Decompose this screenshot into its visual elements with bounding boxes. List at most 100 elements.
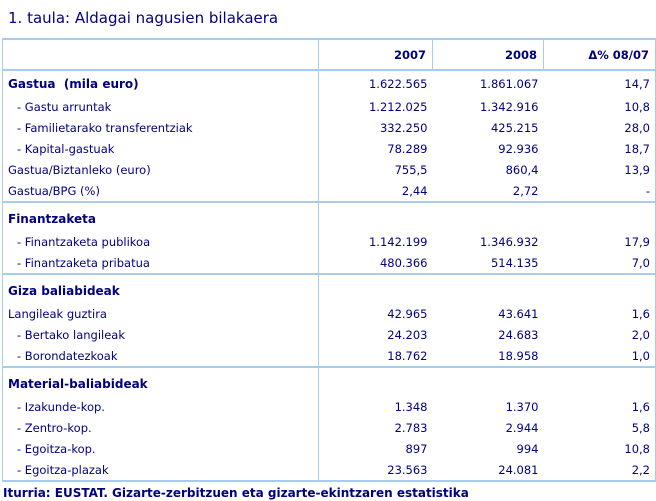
table-row: - Finantzaketa publikoa 1.142.199 1.346.… bbox=[2, 231, 656, 252]
table-row: - Izakunde-kop. 1.348 1.370 1,6 bbox=[2, 396, 656, 417]
cell-2007: 24.203 bbox=[387, 327, 428, 342]
cell-2007: 897 bbox=[405, 441, 428, 456]
cell-2008: 425.215 bbox=[490, 120, 539, 135]
cell-delta: 7,0 bbox=[631, 255, 650, 270]
table-row: - Borondatezkoak 18.762 18.958 1,0 bbox=[2, 345, 656, 367]
cell-2007: 2.783 bbox=[394, 420, 428, 435]
cell-2007: 1.622.565 bbox=[368, 77, 428, 91]
cell-delta: 1,6 bbox=[631, 306, 650, 321]
table-row: - Egoitza-plazak 23.563 24.081 2,2 bbox=[2, 459, 656, 481]
cell-delta: 13,9 bbox=[624, 162, 650, 177]
cell-delta bbox=[543, 273, 656, 303]
row-label: Langileak guztira bbox=[2, 303, 319, 324]
row-label: - Egoitza-kop. bbox=[2, 438, 319, 459]
header-empty-cell bbox=[2, 39, 319, 71]
cell-2007: 1.212.025 bbox=[368, 99, 428, 114]
row-label: - Finantzaketa publikoa bbox=[2, 231, 319, 252]
section-header-row: Giza baliabideak bbox=[2, 273, 656, 303]
row-label: - Egoitza-plazak bbox=[2, 459, 319, 481]
table-header-row: 2007 2008 Δ% 08/07 bbox=[2, 39, 656, 71]
row-label: - Kapital-gastuak bbox=[2, 138, 319, 159]
cell-delta: 2,0 bbox=[631, 327, 650, 342]
row-label: - Zentro-kop. bbox=[2, 417, 319, 438]
table-row: Gastua/Biztanleko (euro) 755,5 860,4 13,… bbox=[2, 159, 656, 180]
cell-2008: 2,72 bbox=[512, 183, 539, 198]
table-body: Gastua (mila euro) 1.622.565 1.861.067 1… bbox=[2, 70, 656, 481]
row-label: - Borondatezkoak bbox=[2, 345, 319, 367]
cell-2008: 92.936 bbox=[498, 141, 539, 156]
row-label: - Finantzaketa pribatua bbox=[2, 252, 319, 274]
section-title: Material-baliabideak bbox=[2, 366, 319, 396]
cell-2007: 42.965 bbox=[387, 306, 428, 321]
cell-2007 bbox=[318, 201, 433, 231]
cell-2008: 1.861.067 bbox=[479, 77, 539, 91]
cell-delta bbox=[543, 366, 656, 396]
cell-2007: 2,44 bbox=[401, 183, 428, 198]
cell-2007 bbox=[318, 273, 433, 303]
table-row: Gastua/BPG (%) 2,44 2,72 - bbox=[2, 180, 656, 202]
cell-2008: 43.641 bbox=[498, 306, 539, 321]
cell-2007: 18.762 bbox=[387, 348, 428, 363]
cell-2007: 480.366 bbox=[379, 255, 428, 270]
table-row: - Finantzaketa pribatua 480.366 514.135 … bbox=[2, 252, 656, 274]
header-year-2008: 2008 bbox=[432, 39, 544, 71]
cell-delta: 5,8 bbox=[631, 420, 650, 435]
cell-delta: 10,8 bbox=[624, 99, 650, 114]
table-row: - Familietarako transferentziak 332.250 … bbox=[2, 117, 656, 138]
table-row: - Bertako langileak 24.203 24.683 2,0 bbox=[2, 324, 656, 345]
cell-2007: 1.142.199 bbox=[368, 234, 428, 249]
cell-2007: 755,5 bbox=[394, 162, 428, 177]
header-delta-pct: Δ% 08/07 bbox=[543, 39, 656, 71]
cell-2007: 23.563 bbox=[387, 462, 428, 477]
cell-2008: 24.683 bbox=[498, 327, 539, 342]
cell-2008: 860,4 bbox=[505, 162, 539, 177]
row-label: Gastua/Biztanleko (euro) bbox=[2, 159, 319, 180]
cell-2007: 78.289 bbox=[387, 141, 428, 156]
cell-delta bbox=[543, 201, 656, 231]
row-label: Gastua (mila euro) bbox=[2, 70, 319, 96]
cell-2008: 24.081 bbox=[498, 462, 539, 477]
source-note: Iturria: EUSTAT. Gizarte-zerbitzuen eta … bbox=[3, 486, 469, 500]
row-label: - Gastu arruntak bbox=[2, 96, 319, 117]
section-title: Giza baliabideak bbox=[2, 273, 319, 303]
row-label: Gastua/BPG (%) bbox=[2, 180, 319, 202]
table-row: - Egoitza-kop. 897 994 10,8 bbox=[2, 438, 656, 459]
cell-2008: 1.342.916 bbox=[479, 99, 539, 114]
section-header-row: Material-baliabideak bbox=[2, 366, 656, 396]
statistics-table: 2007 2008 Δ% 08/07 Gastua (mila euro) 1.… bbox=[2, 38, 656, 482]
row-label: - Izakunde-kop. bbox=[2, 396, 319, 417]
cell-delta: 18,7 bbox=[624, 141, 650, 156]
page-title: 1. taula: Aldagai nagusien bilakaera bbox=[8, 9, 279, 27]
cell-2008: 994 bbox=[516, 441, 539, 456]
cell-2007: 332.250 bbox=[379, 120, 428, 135]
table-row: - Gastu arruntak 1.212.025 1.342.916 10,… bbox=[2, 96, 656, 117]
section-title: Finantzaketa bbox=[2, 201, 319, 231]
cell-delta: - bbox=[645, 183, 650, 198]
cell-delta: 1,0 bbox=[631, 348, 650, 363]
cell-delta: 17,9 bbox=[624, 234, 650, 249]
table-row: - Kapital-gastuak 78.289 92.936 18,7 bbox=[2, 138, 656, 159]
row-label: - Bertako langileak bbox=[2, 324, 319, 345]
header-year-2007: 2007 bbox=[318, 39, 433, 71]
table-row: Gastua (mila euro) 1.622.565 1.861.067 1… bbox=[2, 70, 656, 96]
section-header-row: Finantzaketa bbox=[2, 201, 656, 231]
table-header: 2007 2008 Δ% 08/07 bbox=[2, 39, 656, 71]
row-label: - Familietarako transferentziak bbox=[2, 117, 319, 138]
cell-2008 bbox=[432, 273, 544, 303]
cell-2008 bbox=[432, 366, 544, 396]
cell-2007: 1.348 bbox=[394, 399, 428, 414]
cell-delta: 1,6 bbox=[631, 399, 650, 414]
cell-2008: 2.944 bbox=[505, 420, 539, 435]
cell-2008: 18.958 bbox=[498, 348, 539, 363]
cell-2008: 1.370 bbox=[505, 399, 539, 414]
cell-delta: 10,8 bbox=[624, 441, 650, 456]
cell-2007 bbox=[318, 366, 433, 396]
cell-2008: 1.346.932 bbox=[479, 234, 539, 249]
table-row: - Zentro-kop. 2.783 2.944 5,8 bbox=[2, 417, 656, 438]
cell-2008 bbox=[432, 201, 544, 231]
cell-delta: 28,0 bbox=[624, 120, 650, 135]
cell-2008: 514.135 bbox=[490, 255, 539, 270]
cell-delta: 2,2 bbox=[631, 462, 650, 477]
table-row: Langileak guztira 42.965 43.641 1,6 bbox=[2, 303, 656, 324]
